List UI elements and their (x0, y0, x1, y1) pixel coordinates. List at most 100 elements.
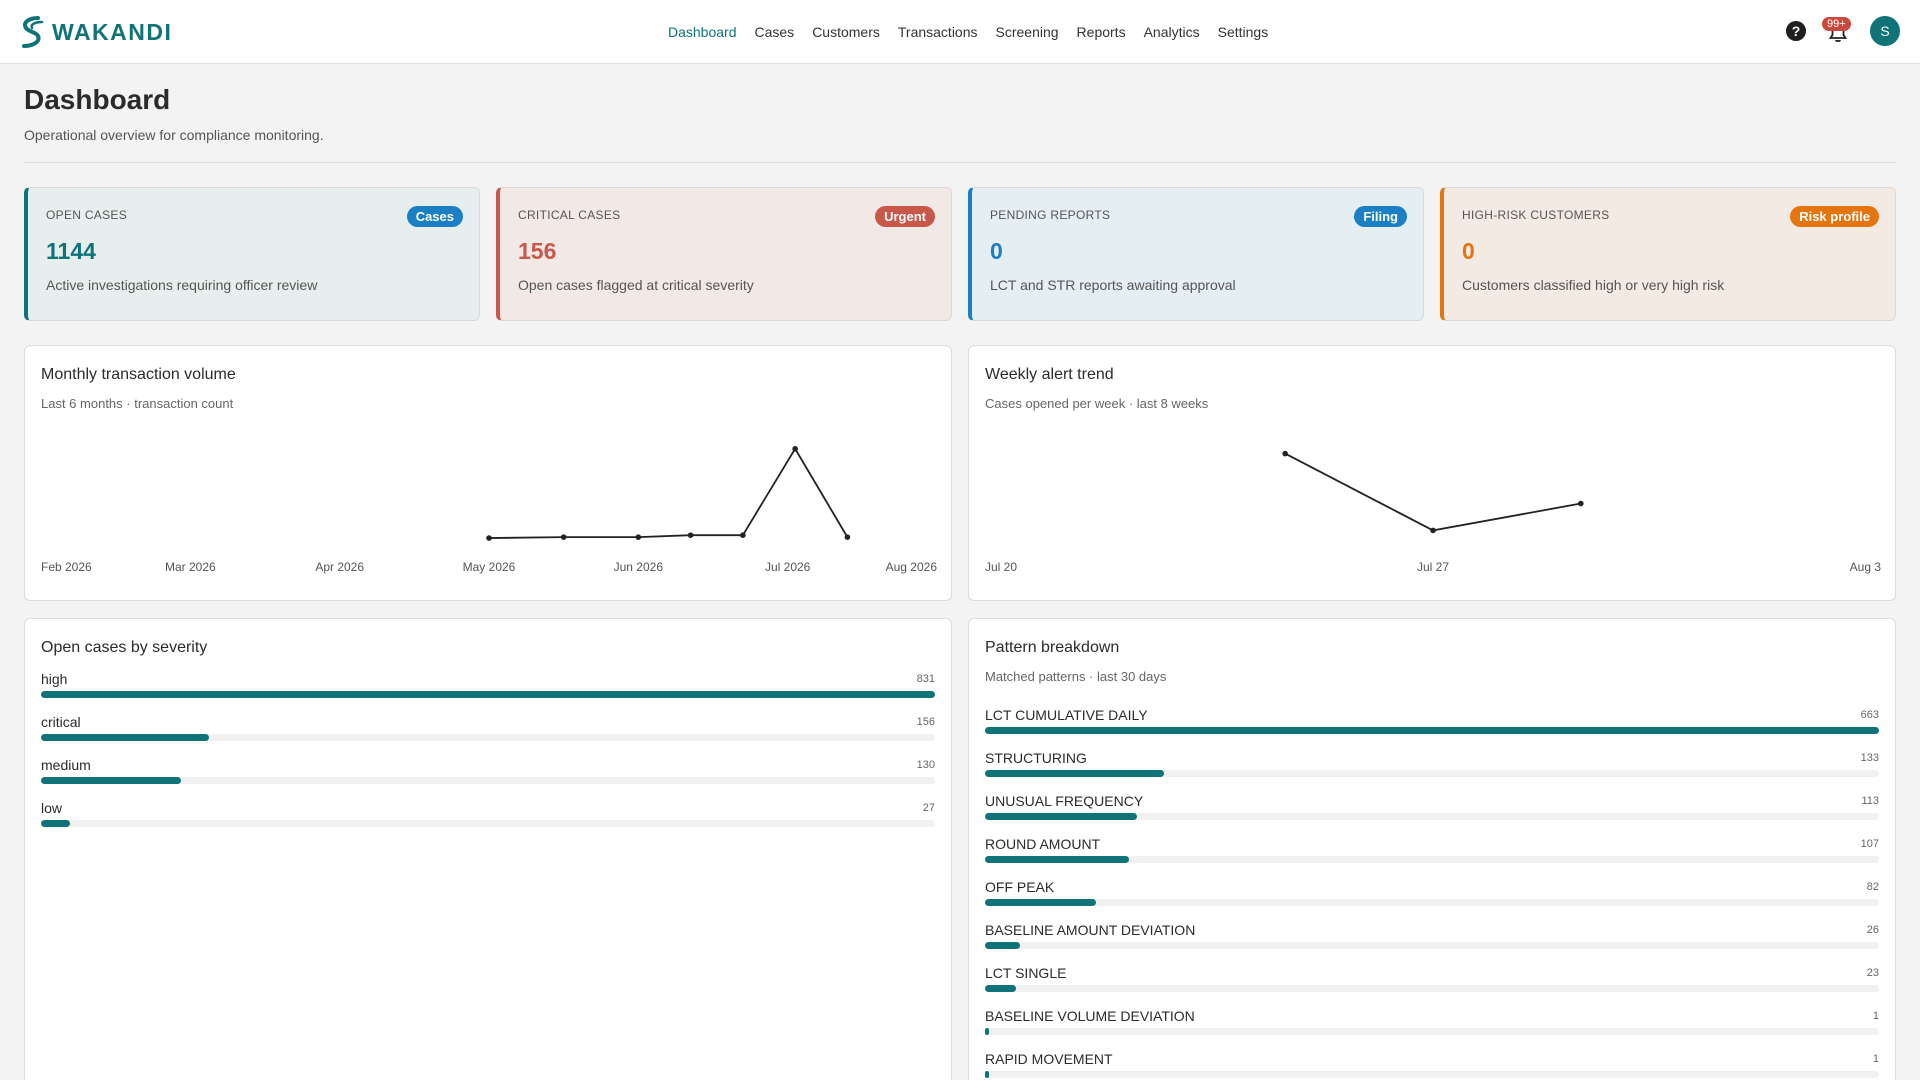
nav-item-dashboard[interactable]: Dashboard (668, 24, 737, 40)
x-tick-label: Jul 2026 (765, 560, 811, 574)
bar-track (41, 691, 935, 698)
weekly-alert-line-chart: Jul 20 Jul 27 Aug 3 (985, 450, 1881, 574)
bar-track (985, 942, 1879, 949)
data-point (560, 534, 567, 540)
nav-item-screening[interactable]: Screening (995, 24, 1059, 40)
nav-item-cases[interactable]: Cases (754, 24, 795, 40)
bar-label: BASELINE AMOUNT DEVIATION (985, 922, 1196, 938)
bar-track (985, 1028, 1879, 1035)
data-point (1578, 500, 1584, 507)
bar-track (985, 770, 1879, 777)
kpi-value: 0 (990, 238, 1003, 264)
kpi-description: Active investigations requiring officer … (46, 277, 318, 293)
bar-track (985, 813, 1879, 820)
bar-fill (985, 856, 1130, 863)
nav-item-customers[interactable]: Customers (812, 24, 880, 40)
kpi-description: Open cases flagged at critical severity (518, 277, 754, 293)
data-point (792, 446, 798, 452)
kpi-card-critical-cases[interactable]: CRITICAL CASES Urgent 156 Open cases fla… (496, 187, 952, 321)
kpi-card-pending-reports[interactable]: PENDING REPORTS Filing 0 LCT and STR rep… (968, 187, 1424, 321)
data-point (687, 532, 694, 538)
bar-value: 130 (916, 759, 935, 771)
kpi-description: LCT and STR reports awaiting approval (990, 277, 1236, 293)
bar-label: UNUSUAL FREQUENCY (985, 793, 1144, 809)
x-tick-label: Jul 20 (985, 560, 1017, 574)
bar-row: LCT SINGLE 23 (985, 965, 1879, 1008)
series-line (1284, 452, 1582, 532)
bar-row: high 831 (41, 671, 935, 714)
wakandi-logo-icon (22, 16, 44, 48)
bar-value: 23 (1866, 967, 1879, 979)
bar-label: high (41, 671, 68, 687)
kpi-tag: Risk profile (1790, 206, 1879, 227)
bar-label: critical (41, 714, 81, 730)
nav-item-reports[interactable]: Reports (1076, 24, 1126, 40)
bar-fill (985, 985, 1016, 992)
bar-value: 133 (1860, 752, 1879, 764)
kpi-card-high-risk-customers[interactable]: HIGH-RISK CUSTOMERS Risk profile 0 Custo… (1440, 187, 1896, 321)
bar-label: RAPID MOVEMENT (985, 1051, 1113, 1067)
bar-row: LCT CUMULATIVE DAILY 663 (985, 707, 1879, 750)
kpi-label: HIGH-RISK CUSTOMERS (1462, 208, 1610, 222)
bar-track (41, 777, 935, 784)
bar-label: BASELINE VOLUME DEVIATION (985, 1008, 1195, 1024)
data-point (486, 535, 492, 541)
bar-fill (985, 899, 1096, 906)
bar-label: LCT CUMULATIVE DAILY (985, 707, 1148, 723)
series-line (488, 447, 849, 539)
main-nav: Dashboard Cases Customers Transactions S… (668, 24, 1268, 40)
bar-row: BASELINE AMOUNT DEVIATION 26 (985, 922, 1879, 965)
kpi-card-open-cases[interactable]: OPEN CASES Cases 1144 Active investigati… (24, 187, 480, 321)
bar-value: 156 (916, 716, 935, 728)
kpi-value: 1144 (46, 238, 96, 264)
panel-subtitle: Last 6 months · transaction count (41, 396, 234, 411)
bar-value: 113 (1861, 795, 1879, 807)
data-point (740, 532, 746, 538)
bar-row: RAPID MOVEMENT 1 (985, 1051, 1879, 1080)
panel-subtitle: Cases opened per week · last 8 weeks (985, 396, 1209, 411)
bar-label: STRUCTURING (985, 750, 1087, 766)
x-tick-label: Mar 2026 (165, 560, 216, 574)
data-point (1282, 450, 1288, 457)
bar-track (985, 856, 1879, 863)
bar-fill (985, 813, 1138, 820)
top-navigation-bar: WAKANDI Dashboard Cases Customers Transa… (0, 0, 1920, 64)
notifications-button[interactable]: 99+ (1822, 17, 1851, 43)
bar-fill (41, 777, 181, 784)
bar-row: medium 130 (41, 757, 935, 800)
user-avatar[interactable]: S (1870, 16, 1900, 46)
bar-row: STRUCTURING 133 (985, 750, 1879, 793)
kpi-tag: Urgent (875, 206, 935, 227)
bar-fill (985, 727, 1879, 734)
bar-track (985, 985, 1879, 992)
bar-fill (985, 770, 1165, 777)
bar-row: BASELINE VOLUME DEVIATION 1 (985, 1008, 1879, 1051)
bar-value: 27 (922, 802, 935, 814)
bar-row: critical 156 (41, 714, 935, 757)
severity-panel: Open cases by severity high 831 critical 15… (24, 618, 952, 1080)
data-point (844, 534, 851, 540)
bar-track (985, 1071, 1879, 1078)
nav-item-analytics[interactable]: Analytics (1143, 24, 1200, 40)
bar-value: 82 (1866, 881, 1879, 893)
panel-title: Pattern breakdown (985, 639, 1120, 656)
panel-title: Open cases by severity (41, 639, 208, 656)
bar-track (985, 727, 1879, 734)
kpi-value: 0 (1462, 238, 1475, 264)
monthly-volume-line-chart: Feb 2026 Mar 2026 Apr 2026 May 2026 Jun 2026… (41, 446, 937, 574)
topbar-actions: ? 99+ S (1786, 16, 1900, 46)
bar-fill (985, 1071, 989, 1078)
bar-fill (41, 734, 209, 741)
bar-label: ROUND AMOUNT (985, 836, 1101, 852)
brand-logo[interactable]: WAKANDI (16, 14, 172, 50)
data-point (635, 534, 642, 540)
bar-label: LCT SINGLE (985, 965, 1067, 981)
page-title: Dashboard (24, 84, 171, 115)
x-tick-label: May 2026 (463, 560, 516, 574)
nav-item-transactions[interactable]: Transactions (897, 24, 978, 40)
help-icon[interactable]: ? (1786, 21, 1806, 41)
x-tick-label: Feb 2026 (41, 560, 92, 574)
bar-row: UNUSUAL FREQUENCY 113 (985, 793, 1879, 836)
bar-label: low (41, 800, 63, 816)
nav-item-settings[interactable]: Settings (1217, 24, 1269, 40)
